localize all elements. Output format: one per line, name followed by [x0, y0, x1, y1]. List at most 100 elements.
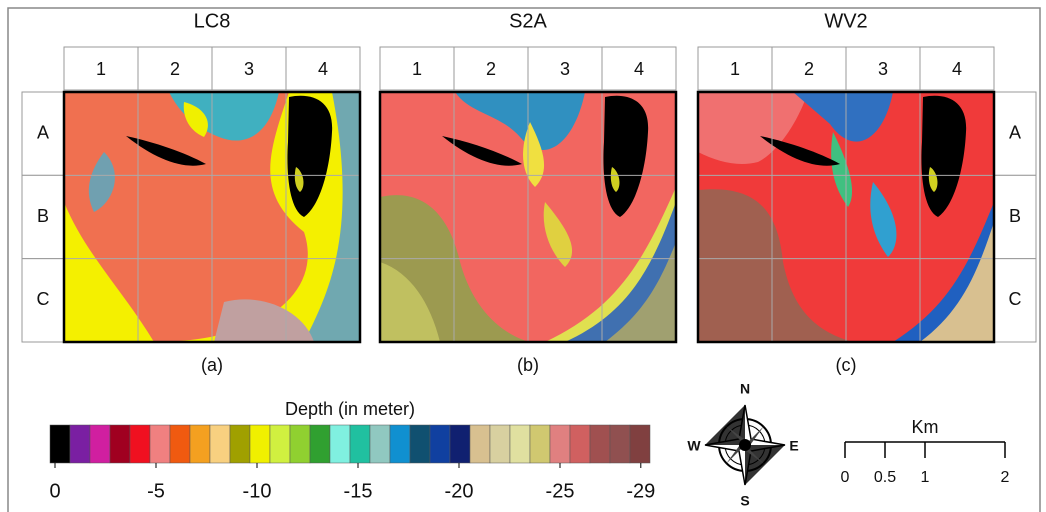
- depth-map: [698, 92, 994, 342]
- color-swatch: [549, 424, 571, 464]
- color-swatch: [449, 424, 471, 464]
- depth-zone: [831, 132, 853, 207]
- legend-tick-label: -25: [546, 480, 575, 502]
- color-swatch: [369, 424, 391, 464]
- column-cell: [137, 46, 213, 91]
- column-label: 2: [486, 59, 496, 79]
- depth-zone: [304, 92, 360, 342]
- compass-n: N: [740, 381, 750, 397]
- island: [126, 136, 206, 166]
- color-swatch: [269, 424, 291, 464]
- column-cell: [697, 46, 773, 91]
- legend-tick-label: -29: [626, 480, 655, 502]
- legend-tick-label: -15: [344, 480, 373, 502]
- color-swatch: [149, 424, 171, 464]
- depth-zone: [455, 92, 585, 150]
- column-label: 4: [952, 59, 962, 79]
- color-swatch: [249, 424, 271, 464]
- scale-tick-label: 2: [1001, 469, 1010, 486]
- color-swatch: [429, 424, 451, 464]
- depth-zone: [64, 92, 308, 342]
- column-label: 1: [96, 59, 106, 79]
- column-label: 4: [634, 59, 644, 79]
- column-label: 2: [170, 59, 180, 79]
- scale-tick-label: 1: [921, 469, 930, 486]
- column-cell: [285, 46, 361, 91]
- panel-caption: (b): [517, 355, 539, 375]
- row-label: A: [37, 122, 49, 142]
- column-cell: [919, 46, 995, 91]
- color-swatch: [569, 424, 591, 464]
- compass: N S E W: [687, 381, 798, 509]
- depth-map: [380, 92, 676, 342]
- color-swatch: [589, 424, 611, 464]
- panel-title: WV2: [824, 10, 867, 32]
- column-cell: [527, 46, 603, 91]
- depth-zone: [380, 262, 440, 342]
- color-swatch: [169, 424, 191, 464]
- panel-caption: (c): [836, 355, 857, 375]
- column-cell: [379, 46, 455, 91]
- island: [442, 136, 522, 166]
- depth-zone: [214, 299, 314, 342]
- column-label: 3: [244, 59, 254, 79]
- lake-patch: [928, 167, 938, 192]
- color-swatch: [629, 424, 651, 464]
- row-label: C: [1009, 289, 1022, 309]
- color-swatch: [229, 424, 251, 464]
- depth-zone: [605, 242, 676, 342]
- column-label: 3: [560, 59, 570, 79]
- color-swatch: [209, 424, 231, 464]
- row-label: B: [1009, 206, 1021, 226]
- scale-unit: Km: [912, 417, 939, 437]
- color-swatch: [609, 424, 631, 464]
- color-swatch: [89, 424, 111, 464]
- scale-tick-label: 0: [841, 469, 850, 486]
- color-swatch: [529, 424, 551, 464]
- row-cell: [993, 91, 1037, 176]
- column-cell: [771, 46, 847, 91]
- column-cell: [453, 46, 529, 91]
- color-swatch: [109, 424, 131, 464]
- color-swatch: [289, 424, 311, 464]
- color-swatch: [509, 424, 531, 464]
- row-label: B: [37, 206, 49, 226]
- color-swatch: [309, 424, 331, 464]
- color-swatch: [329, 424, 351, 464]
- map-border: [378, 90, 678, 344]
- row-label: C: [37, 289, 50, 309]
- depth-zone: [920, 222, 994, 342]
- legend-tick-label: -10: [243, 480, 272, 502]
- map-border: [62, 90, 362, 344]
- column-label: 1: [412, 59, 422, 79]
- depth-zone: [183, 102, 208, 137]
- column-cell: [845, 46, 921, 91]
- color-swatch: [349, 424, 371, 464]
- depth-zone: [698, 189, 853, 342]
- depth-zone: [793, 92, 893, 142]
- compass-w: W: [687, 438, 701, 454]
- depth-zone: [88, 152, 115, 212]
- panel-title: LC8: [194, 10, 231, 32]
- depth-zone: [169, 92, 279, 141]
- column-cell: [211, 46, 287, 91]
- column-label: 3: [878, 59, 888, 79]
- lake-patch: [294, 167, 304, 192]
- scale-tick-label: 0.5: [874, 469, 896, 486]
- column-label: 2: [804, 59, 814, 79]
- column-label: 1: [730, 59, 740, 79]
- depth-map: [64, 92, 360, 342]
- color-swatch: [69, 424, 91, 464]
- row-label: A: [1009, 122, 1021, 142]
- panel-caption: (a): [201, 355, 223, 375]
- compass-e: E: [789, 438, 798, 454]
- column-label: 4: [318, 59, 328, 79]
- frame: [7, 7, 1041, 512]
- lake-patch: [610, 167, 620, 192]
- legend-tick-label: -5: [147, 480, 165, 502]
- legend-tick-label: -20: [445, 480, 474, 502]
- color-swatch: [489, 424, 511, 464]
- color-swatch: [129, 424, 151, 464]
- depth-zone: [870, 182, 897, 257]
